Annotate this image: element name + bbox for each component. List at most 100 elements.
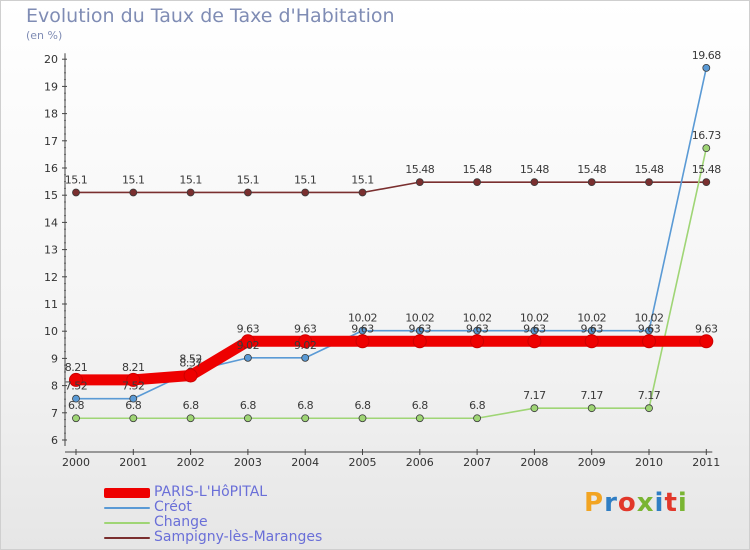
data-label: 10.02: [577, 312, 606, 325]
data-label: 9.02: [294, 339, 317, 352]
y-tick-label: 20: [44, 53, 58, 66]
series-point: [126, 372, 141, 387]
logo-letter: r: [604, 488, 618, 518]
series-line: [75, 147, 708, 420]
series-point: [473, 326, 482, 335]
data-label: 15.1: [294, 173, 317, 186]
y-tick-label: 14: [44, 216, 58, 229]
series-point: [584, 334, 599, 349]
data-label: 6.8: [183, 399, 199, 412]
data-label: 10.02: [520, 312, 549, 325]
y-tick-label: 6: [51, 434, 58, 447]
data-label: 15.48: [577, 163, 606, 176]
data-label: 9.63: [351, 322, 374, 335]
x-tick-label: 2003: [234, 456, 262, 469]
legend-label: Change: [154, 514, 208, 530]
legend-label: PARIS-L'HôPITAL: [154, 484, 268, 500]
legend-swatch: [104, 537, 150, 539]
data-label: 9.63: [294, 322, 317, 335]
logo-letter: i: [677, 488, 688, 518]
series-point: [645, 326, 653, 335]
data-label: 9.63: [466, 322, 489, 335]
series-point: [358, 188, 367, 197]
data-label: 6.8: [412, 399, 428, 412]
logo-letter: o: [617, 488, 637, 518]
x-tick-label: 2009: [578, 456, 606, 469]
data-label: 9.63: [523, 322, 546, 335]
data-label: 9.02: [237, 339, 260, 352]
series-point: [72, 394, 80, 403]
series-point: [702, 64, 711, 72]
series-point: [415, 178, 424, 187]
y-axis-unit: (en %): [26, 29, 63, 42]
data-label: 9.63: [695, 322, 718, 335]
y-tick-label: 18: [44, 108, 58, 121]
series-point: [301, 353, 310, 362]
legend-swatch: [104, 522, 150, 524]
y-tick-label: 16: [44, 162, 58, 175]
y-tick-label: 19: [44, 80, 58, 93]
data-label: 15.48: [405, 163, 434, 176]
series-point: [243, 414, 252, 423]
data-label: 6.8: [240, 399, 256, 412]
data-labels-layer: 15.1 15.1 15.1 15.1 15.1 15.1 15.48 15.48 15.48 1…: [65, 49, 722, 412]
data-label: 9.63: [580, 322, 603, 335]
data-label: 15.48: [520, 163, 549, 176]
series-point: [72, 414, 80, 423]
series-point: [412, 334, 427, 349]
series-point: [240, 334, 255, 349]
legend-label: Créot: [154, 499, 192, 515]
legend-label: Sampigny-lès-Maranges: [154, 529, 323, 545]
data-label: 9.63: [638, 322, 661, 335]
y-tick-label: 10: [44, 325, 58, 338]
series-point: [301, 414, 310, 423]
x-tick-label: 2007: [463, 456, 491, 469]
y-tick-label: 17: [44, 135, 58, 148]
y-tick-label: 8: [51, 380, 58, 393]
data-label: 15.48: [635, 163, 664, 176]
y-tick-label: 15: [44, 189, 58, 202]
x-tick-label: 2005: [349, 456, 377, 469]
series-point: [358, 326, 367, 335]
data-label: 10.02: [348, 312, 377, 325]
y-tick-label: 12: [44, 271, 58, 284]
x-tick-label: 2008: [520, 456, 548, 469]
series-point: [186, 414, 195, 423]
series-point: [587, 326, 596, 335]
series-line: [75, 67, 708, 400]
series-line: [70, 335, 712, 386]
data-label: 8.37: [179, 357, 202, 370]
data-label: 15.1: [179, 173, 202, 186]
logo-letter: i: [654, 488, 665, 518]
series-line: [75, 181, 708, 194]
series-point: [129, 394, 138, 403]
data-label: 10.02: [463, 312, 492, 325]
series-layer: [69, 64, 714, 423]
series-point: [587, 404, 596, 413]
data-label: 10.02: [405, 312, 434, 325]
data-label: 15.1: [351, 173, 374, 186]
y-tick-label: 13: [44, 244, 58, 257]
data-label: 6.8: [125, 399, 141, 412]
data-label: 19.68: [692, 49, 721, 62]
series-point: [473, 178, 482, 187]
series-point: [645, 178, 653, 187]
data-label: 8.21: [65, 361, 88, 374]
y-tick-label: 11: [44, 298, 58, 311]
x-tick-label: 2001: [119, 456, 147, 469]
legend-swatch: [104, 488, 150, 498]
data-label: 15.48: [463, 163, 492, 176]
x-tick-label: 2002: [177, 456, 205, 469]
series-point: [355, 334, 370, 349]
series-point: [415, 326, 424, 335]
data-label: 7.17: [638, 389, 661, 402]
data-label: 15.1: [122, 173, 145, 186]
data-label: 9.63: [409, 322, 432, 335]
data-label: 7.52: [122, 380, 145, 393]
logo-letter: P: [584, 488, 605, 518]
data-label: 15.1: [65, 173, 88, 186]
series-point: [587, 178, 596, 187]
series-point: [702, 144, 711, 153]
series-point: [301, 188, 310, 197]
data-label: 15.48: [692, 163, 721, 176]
